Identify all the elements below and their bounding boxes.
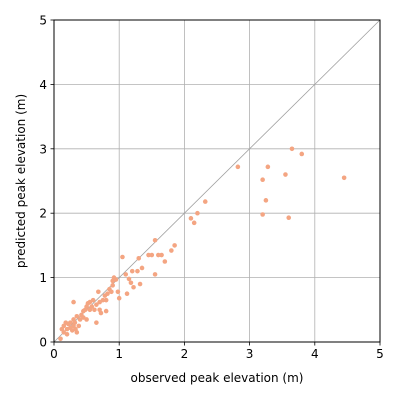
data-point <box>195 210 200 216</box>
data-point <box>265 164 271 170</box>
data-point <box>72 320 78 325</box>
data-point <box>76 323 82 329</box>
plot-frame <box>53 19 381 343</box>
y-axis-label: predicted peak elevation (m) <box>14 94 28 268</box>
data-point <box>152 272 158 277</box>
data-point <box>110 283 115 288</box>
x-axis-ticks: 0 1 2 3 4 5 <box>50 342 384 361</box>
y-tick-label: 2 <box>39 207 47 221</box>
data-point <box>96 289 101 295</box>
x-tick-label: 0 <box>50 347 58 361</box>
data-point <box>286 215 292 221</box>
data-point <box>172 243 177 248</box>
data-point <box>124 291 130 297</box>
data-point <box>120 254 125 260</box>
data-point <box>109 289 114 295</box>
data-point <box>103 297 109 303</box>
data-point <box>135 268 140 274</box>
data-point <box>139 265 145 271</box>
x-tick-label: 5 <box>376 347 384 361</box>
data-point <box>131 284 136 290</box>
data-point <box>169 248 174 253</box>
data-point <box>162 259 168 264</box>
data-point <box>149 252 155 258</box>
x-tick-label: 4 <box>311 347 319 361</box>
data-point <box>64 331 70 337</box>
y-tick-label: 3 <box>39 142 47 156</box>
data-point <box>113 277 119 282</box>
data-point <box>58 336 63 342</box>
data-point <box>299 151 305 157</box>
data-point <box>126 276 132 282</box>
y-tick-label: 0 <box>39 336 47 350</box>
y-tick-label: 5 <box>39 14 47 28</box>
data-point <box>191 220 197 226</box>
data-point <box>98 310 104 316</box>
data-point <box>92 307 97 313</box>
data-point <box>105 291 110 297</box>
data-point <box>152 237 158 243</box>
data-point <box>235 164 241 170</box>
data-point <box>116 295 122 301</box>
data-point <box>188 216 194 221</box>
x-tick-label: 3 <box>246 347 254 361</box>
data-point <box>94 320 99 325</box>
data-point <box>263 198 269 203</box>
data-points <box>58 146 347 342</box>
y-tick-label: 1 <box>39 271 47 285</box>
data-point <box>260 177 265 183</box>
data-point <box>71 299 76 305</box>
data-point <box>128 280 134 286</box>
data-point <box>156 252 161 258</box>
data-point <box>115 289 121 295</box>
x-tick-label: 1 <box>115 347 123 361</box>
data-point <box>74 313 80 319</box>
data-point <box>103 308 109 314</box>
data-point <box>94 302 99 307</box>
data-point <box>129 268 135 274</box>
data-point <box>123 272 129 277</box>
data-point <box>74 330 80 335</box>
data-point <box>68 320 73 325</box>
data-point <box>202 199 208 204</box>
data-point <box>159 252 164 258</box>
x-tick-label: 2 <box>181 347 189 361</box>
y-tick-label: 4 <box>39 78 47 92</box>
x-axis-label: observed peak elevation (m) <box>131 371 304 385</box>
data-point <box>90 297 96 303</box>
data-point <box>146 252 151 258</box>
data-point <box>341 175 347 181</box>
data-point <box>84 317 89 322</box>
y-axis-ticks: 0 1 2 3 4 5 <box>39 14 54 350</box>
data-point <box>283 172 288 177</box>
data-point <box>100 297 106 303</box>
data-point <box>260 212 265 217</box>
data-point <box>89 304 95 309</box>
data-point <box>137 281 143 287</box>
data-point <box>289 146 295 152</box>
data-point <box>136 255 142 261</box>
